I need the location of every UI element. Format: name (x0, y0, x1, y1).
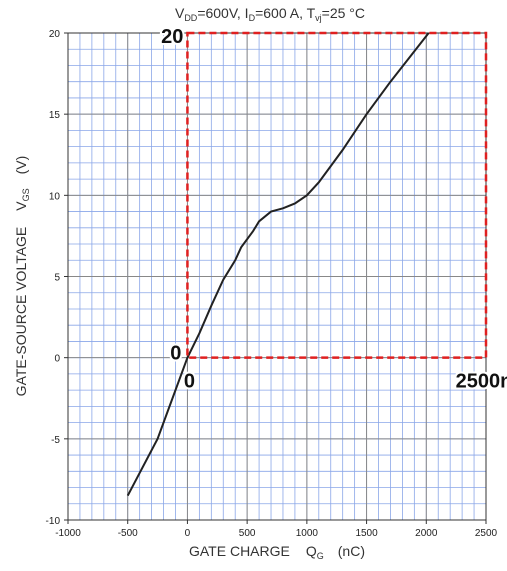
x-label-part: Q (306, 543, 317, 559)
x-label-part: (nC) (338, 543, 365, 559)
x-tick-label: -1000 (55, 528, 81, 539)
x-tick-label: 0 (185, 528, 191, 539)
title-part: =600 A, T (255, 5, 316, 21)
title-part: =25 °C (322, 5, 365, 21)
x-label-part: GATE CHARGE (189, 543, 290, 559)
chart-title: VDD=600V, ID=600 A, Tvj=25 °C (175, 5, 365, 23)
y-tick-label: -5 (51, 435, 60, 446)
annotation: 0 (170, 343, 181, 365)
x-label-part: G (317, 551, 324, 561)
title-part: D (249, 13, 256, 23)
y-tick-label: -10 (46, 516, 61, 527)
annotation: 2500n (456, 371, 507, 393)
data-line (126, 32, 430, 497)
annotation: 0 (184, 371, 195, 393)
y-label-part: V (13, 201, 29, 211)
title-part: vj (315, 13, 322, 23)
y-tick-label: 10 (49, 191, 61, 202)
x-tick-label: 1000 (296, 528, 319, 539)
x-axis-label: GATE CHARGE QG (nC) (189, 543, 365, 561)
y-axis-label: GATE-SOURCE VOLTAGE VGS (V) (13, 156, 31, 397)
x-tick-label: 500 (239, 528, 256, 539)
x-tick-label: -500 (118, 528, 138, 539)
title-part: DD (184, 13, 197, 23)
y-tick-label: 5 (54, 273, 60, 284)
y-tick-label: 20 (49, 29, 61, 40)
y-tick-label: 15 (49, 110, 61, 121)
highlight-box (186, 31, 488, 359)
annotation: 20 (161, 26, 183, 48)
y-label-part: GATE-SOURCE VOLTAGE (13, 227, 29, 397)
y-label-part: GS (21, 188, 31, 201)
title-part: =600V, I (197, 5, 248, 21)
title-part: V (175, 5, 185, 21)
y-label-part: (V) (13, 156, 29, 175)
x-tick-label: 1500 (355, 528, 378, 539)
x-tick-label: 2500 (475, 528, 498, 539)
y-tick-label: 0 (54, 354, 60, 365)
x-tick-label: 2000 (415, 528, 438, 539)
